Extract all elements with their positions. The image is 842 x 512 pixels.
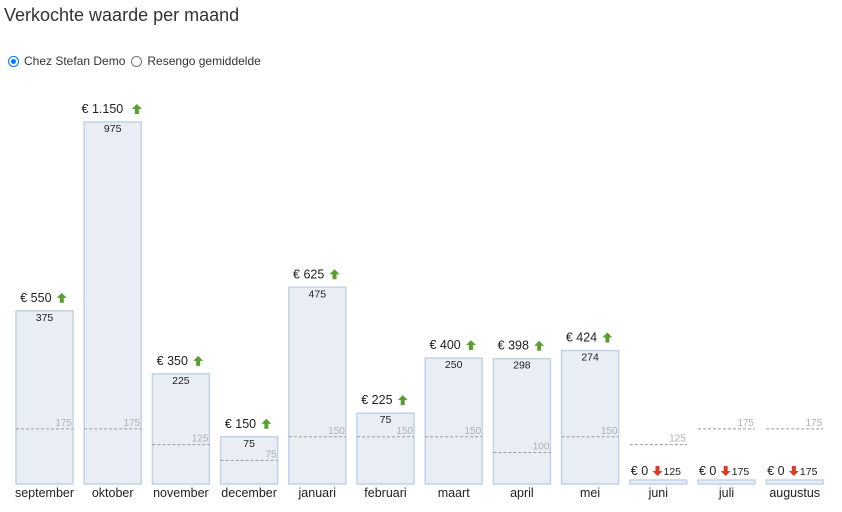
value-label-oktober: € 1.150 xyxy=(82,102,124,116)
bar-september[interactable] xyxy=(15,310,74,485)
reference-label-juli: 175 xyxy=(737,418,754,429)
comparison-label-juli: 175 xyxy=(732,466,750,478)
trend-up-icon xyxy=(397,395,408,406)
value-label-juni: € 0 xyxy=(631,464,648,478)
chart-title: Verkochte waarde per maand xyxy=(4,5,240,25)
comparison-label-januari: 475 xyxy=(309,288,327,300)
radio-label-chez-stefan: Chez Stefan Demo xyxy=(24,54,126,68)
trend-down-icon xyxy=(652,466,663,476)
trend-up-icon xyxy=(56,292,67,303)
category-label-augustus: augustus xyxy=(769,486,820,500)
trend-up-icon xyxy=(329,269,340,280)
category-label-oktober: oktober xyxy=(92,486,134,500)
trend-up-icon xyxy=(534,340,545,351)
value-label-december: € 150 xyxy=(225,417,256,431)
category-label-januari: januari xyxy=(298,486,337,500)
reference-label-oktober: 175 xyxy=(124,418,141,429)
bar-oktober[interactable] xyxy=(83,121,142,485)
category-label-december: december xyxy=(221,486,277,500)
value-label-maart: € 400 xyxy=(429,338,460,352)
trend-up-icon xyxy=(261,418,272,429)
category-label-september: september xyxy=(15,486,74,500)
value-label-mei: € 424 xyxy=(566,331,597,345)
bar-juni[interactable] xyxy=(629,479,688,485)
value-label-augustus: € 0 xyxy=(767,464,784,478)
bar-juli[interactable] xyxy=(697,479,756,485)
category-label-februari: februari xyxy=(364,486,406,500)
value-label-april: € 398 xyxy=(498,339,529,353)
category-label-april: april xyxy=(510,486,534,500)
reference-label-februari: 150 xyxy=(396,426,413,437)
value-label-januari: € 625 xyxy=(293,267,324,281)
value-label-februari: € 225 xyxy=(361,393,392,407)
bar-februari[interactable] xyxy=(356,412,415,485)
trend-up-icon xyxy=(602,332,613,343)
series-radio-group: Chez Stefan Demo Resengo gemiddelde xyxy=(8,51,267,71)
trend-down-icon xyxy=(720,466,731,476)
value-label-september: € 550 xyxy=(20,291,51,305)
bar-april[interactable] xyxy=(492,357,552,485)
value-label-juli: € 0 xyxy=(699,464,716,478)
reference-label-april: 100 xyxy=(533,442,550,453)
bar-mei[interactable] xyxy=(560,349,620,485)
radio-button-chez-stefan[interactable] xyxy=(8,55,19,67)
value-label-november: € 350 xyxy=(157,354,188,368)
bar-augustus[interactable] xyxy=(765,479,824,485)
comparison-label-mei: 274 xyxy=(581,352,599,364)
radio-option-chez-stefan[interactable]: Chez Stefan Demo xyxy=(8,54,125,68)
reference-label-december: 75 xyxy=(265,449,277,460)
radio-button-resengo[interactable] xyxy=(131,55,143,67)
bar-november[interactable] xyxy=(151,373,211,485)
category-label-mei: mei xyxy=(580,486,600,500)
comparison-label-juni: 125 xyxy=(664,466,682,478)
comparison-label-april: 298 xyxy=(513,360,531,372)
comparison-label-december: 75 xyxy=(243,438,255,450)
reference-label-augustus: 175 xyxy=(806,418,823,429)
bar-januari[interactable] xyxy=(288,286,347,485)
comparison-label-oktober: 975 xyxy=(104,123,122,135)
radio-option-resengo[interactable]: Resengo gemiddelde xyxy=(131,54,261,68)
comparison-label-september: 375 xyxy=(36,312,54,324)
reference-label-mei: 150 xyxy=(601,426,618,437)
trend-up-icon xyxy=(465,340,476,351)
category-label-juli: juli xyxy=(718,486,734,500)
reference-label-november: 125 xyxy=(192,434,209,445)
reference-label-juni: 125 xyxy=(669,434,686,445)
radio-label-resengo: Resengo gemiddelde xyxy=(147,54,261,68)
comparison-label-maart: 250 xyxy=(445,359,463,371)
trend-up-icon xyxy=(193,355,204,366)
reference-label-september: 175 xyxy=(55,418,72,429)
comparison-label-november: 225 xyxy=(172,375,190,387)
comparison-label-februari: 75 xyxy=(380,414,392,426)
trend-down-icon xyxy=(788,466,799,476)
category-label-juni: juni xyxy=(648,486,668,500)
bar-maart[interactable] xyxy=(424,357,483,485)
reference-label-januari: 150 xyxy=(328,426,345,437)
reference-label-maart: 150 xyxy=(465,426,482,437)
category-label-maart: maart xyxy=(438,486,470,500)
comparison-label-augustus: 175 xyxy=(800,466,818,478)
trend-up-icon xyxy=(131,104,142,114)
category-label-november: november xyxy=(153,486,209,500)
